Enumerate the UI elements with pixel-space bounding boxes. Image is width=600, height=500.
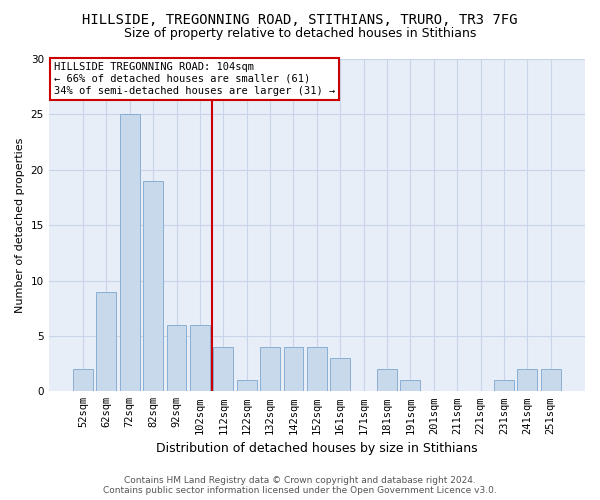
Bar xyxy=(260,347,280,392)
Bar xyxy=(541,369,560,392)
Bar xyxy=(307,347,327,392)
Bar xyxy=(214,347,233,392)
Bar xyxy=(237,380,257,392)
Y-axis label: Number of detached properties: Number of detached properties xyxy=(15,138,25,313)
Bar xyxy=(284,347,304,392)
Bar xyxy=(400,380,421,392)
Text: Contains HM Land Registry data © Crown copyright and database right 2024.
Contai: Contains HM Land Registry data © Crown c… xyxy=(103,476,497,495)
Bar xyxy=(517,369,537,392)
Bar xyxy=(377,369,397,392)
Bar xyxy=(167,325,187,392)
X-axis label: Distribution of detached houses by size in Stithians: Distribution of detached houses by size … xyxy=(156,442,478,455)
Bar xyxy=(120,114,140,392)
Bar xyxy=(73,369,93,392)
Bar xyxy=(143,181,163,392)
Text: Size of property relative to detached houses in Stithians: Size of property relative to detached ho… xyxy=(124,28,476,40)
Bar xyxy=(190,325,210,392)
Bar xyxy=(494,380,514,392)
Bar xyxy=(330,358,350,392)
Text: HILLSIDE, TREGONNING ROAD, STITHIANS, TRURO, TR3 7FG: HILLSIDE, TREGONNING ROAD, STITHIANS, TR… xyxy=(82,12,518,26)
Bar xyxy=(97,292,116,392)
Text: HILLSIDE TREGONNING ROAD: 104sqm
← 66% of detached houses are smaller (61)
34% o: HILLSIDE TREGONNING ROAD: 104sqm ← 66% o… xyxy=(54,62,335,96)
